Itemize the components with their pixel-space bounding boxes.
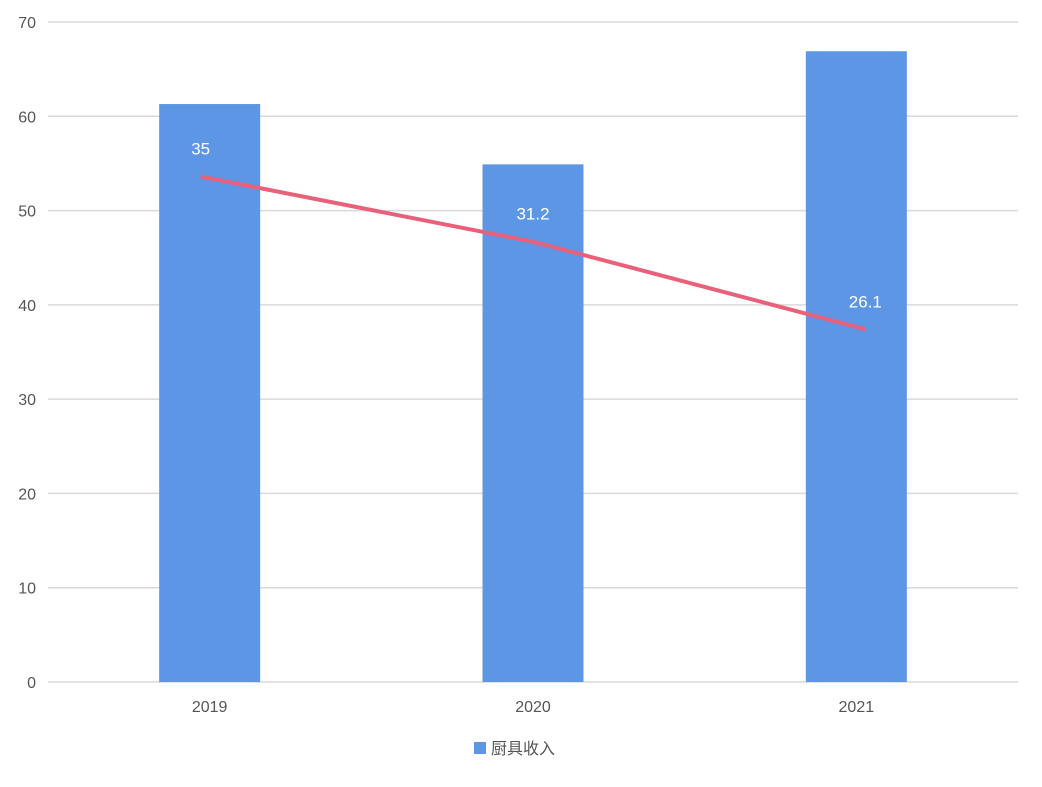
x-tick-label: 2021: [839, 699, 875, 716]
y-tick-label: 10: [18, 581, 36, 598]
legend-label: 厨具收入: [491, 740, 555, 758]
data-label: 31.2: [516, 205, 549, 224]
legend-swatch: [474, 742, 486, 754]
y-tick-label: 40: [18, 298, 36, 315]
data-label: 26.1: [849, 292, 882, 311]
bar-2019: [159, 104, 260, 682]
y-tick-label: 50: [18, 204, 36, 221]
x-tick-label: 2020: [515, 699, 551, 716]
y-tick-label: 0: [27, 675, 36, 692]
bar-2021: [806, 51, 907, 682]
x-axis-ticks: 2019 2020 2021: [192, 699, 874, 716]
x-tick-label: 2019: [192, 699, 228, 716]
legend[interactable]: 厨具收入: [474, 740, 555, 758]
y-tick-label: 70: [18, 15, 36, 32]
y-tick-label: 30: [18, 392, 36, 409]
y-axis-ticks: 0 10 20 30 40 50 60 70: [18, 15, 36, 692]
y-tick-label: 20: [18, 486, 36, 503]
data-label: 35: [191, 139, 210, 158]
y-tick-label: 60: [18, 109, 36, 126]
